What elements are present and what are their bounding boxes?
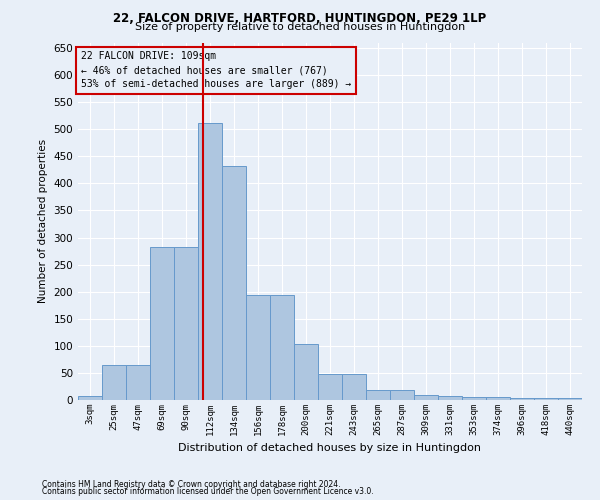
- Text: 22 FALCON DRIVE: 109sqm
← 46% of detached houses are smaller (767)
53% of semi-d: 22 FALCON DRIVE: 109sqm ← 46% of detache…: [80, 52, 351, 90]
- Bar: [558, 398, 582, 400]
- Bar: [270, 296, 294, 400]
- Bar: [534, 398, 558, 400]
- Bar: [438, 396, 462, 400]
- Bar: [126, 365, 150, 400]
- Text: 22, FALCON DRIVE, HARTFORD, HUNTINGDON, PE29 1LP: 22, FALCON DRIVE, HARTFORD, HUNTINGDON, …: [113, 12, 487, 26]
- X-axis label: Distribution of detached houses by size in Huntingdon: Distribution of detached houses by size …: [179, 444, 482, 454]
- Text: Contains public sector information licensed under the Open Government Licence v3: Contains public sector information licen…: [42, 487, 374, 496]
- Y-axis label: Number of detached properties: Number of detached properties: [38, 139, 48, 304]
- Bar: [414, 394, 438, 400]
- Bar: [510, 398, 534, 400]
- Bar: [222, 166, 246, 400]
- Bar: [294, 344, 318, 400]
- Bar: [78, 396, 102, 400]
- Bar: [342, 374, 366, 400]
- Bar: [102, 365, 126, 400]
- Text: Size of property relative to detached houses in Huntingdon: Size of property relative to detached ho…: [135, 22, 465, 32]
- Bar: [246, 296, 270, 400]
- Bar: [318, 374, 342, 400]
- Text: Contains HM Land Registry data © Crown copyright and database right 2024.: Contains HM Land Registry data © Crown c…: [42, 480, 341, 489]
- Bar: [174, 246, 198, 400]
- Bar: [486, 398, 510, 400]
- Bar: [462, 398, 486, 400]
- Bar: [198, 122, 222, 400]
- Bar: [150, 246, 174, 400]
- Bar: [390, 390, 414, 400]
- Bar: [366, 390, 390, 400]
